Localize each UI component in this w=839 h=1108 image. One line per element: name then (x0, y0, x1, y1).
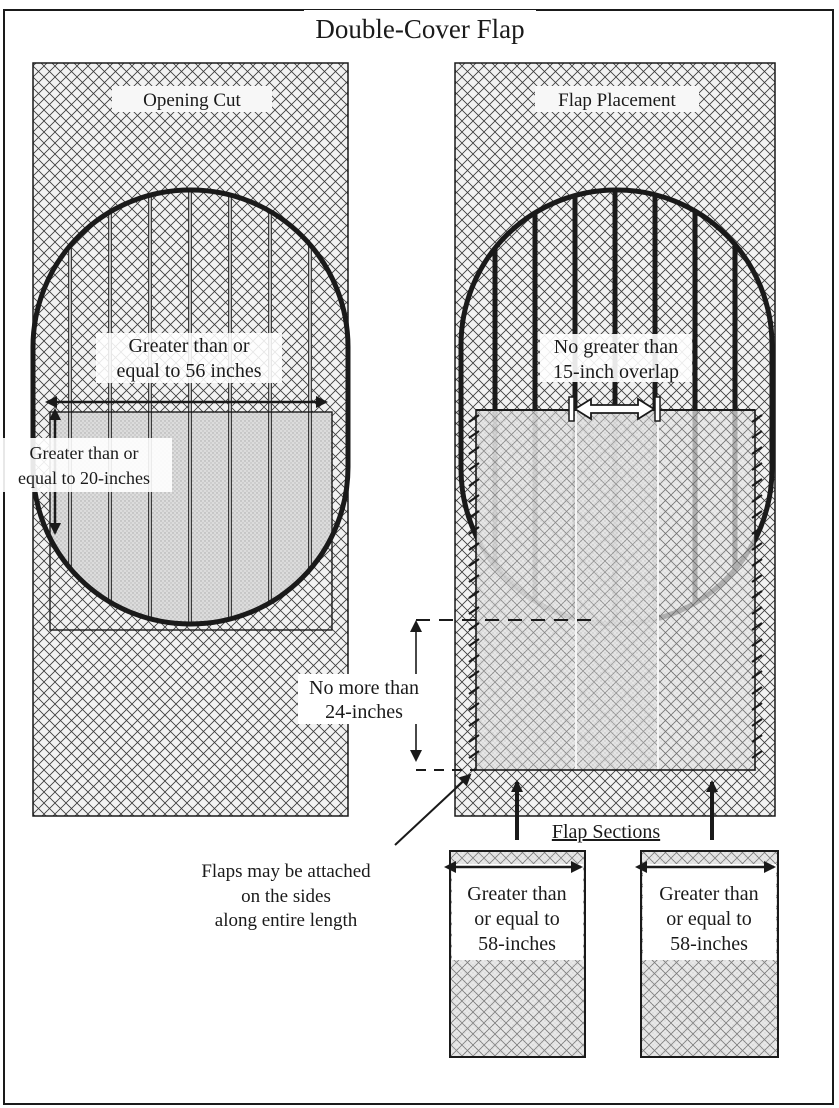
left-opening-outline (30, 187, 351, 627)
diagram-title: Double-Cover Flap (315, 14, 524, 44)
opening-cut-heading: Opening Cut (143, 90, 241, 111)
flap-mesh-overlay (476, 410, 755, 770)
left-heading-background (112, 86, 272, 112)
length-label-line2: 24-inches (325, 701, 403, 723)
attachment-note: Flaps may be attached on the sides along… (201, 773, 472, 931)
flap-section-1-label-line3: 58-inches (478, 933, 556, 955)
opening-height-label-line1: Greater than or (30, 443, 139, 463)
length-label-line1: No more than (309, 677, 419, 699)
flap-section-2: Greater than or equal to 58-inches (635, 850, 779, 1058)
overlap-label-line2: 15-inch overlap (553, 361, 679, 383)
overlap-label-background (540, 334, 692, 382)
flap-section-2-label-line1: Greater than (659, 883, 758, 905)
flap-placement-panel: Flap Placement (454, 62, 776, 817)
right-heading-background (535, 86, 699, 112)
flap-section-1-label-line1: Greater than (467, 883, 566, 905)
height-label-background (0, 438, 172, 492)
title-background (304, 10, 536, 50)
flap-placement-heading: Flap Placement (558, 90, 676, 111)
attach-note-line3: along entire length (215, 910, 358, 931)
left-side-stitches (468, 414, 480, 759)
opening-cut-panel: Opening Cut (0, 62, 351, 817)
opening-width-label-line1: Greater than or (128, 335, 249, 357)
flap-sections-label: Flap Sections (552, 821, 661, 843)
width-label-background (96, 333, 282, 383)
overlap-label-line1: No greater than (554, 336, 678, 358)
flap-section-1-label-line2: or equal to (474, 908, 560, 930)
attach-note-line1: Flaps may be attached (201, 861, 371, 882)
flap-section-2-label-line2: or equal to (666, 908, 752, 930)
right-side-stitches (751, 414, 763, 759)
opening-width-label-line2: equal to 56 inches (117, 360, 262, 382)
opening-height-label-line2: equal to 20-inches (18, 468, 150, 488)
overlap-arrow (568, 396, 661, 422)
length-label-background (298, 674, 430, 724)
flap-section-2-label-line3: 58-inches (670, 933, 748, 955)
flap-section-1: Greater than or equal to 58-inches (444, 850, 586, 1058)
flap-sections: Flap Sections Greater than or equal to 5… (444, 780, 779, 1058)
length-dimension: No more than 24-inches (298, 619, 600, 771)
attach-note-line2: on the sides (241, 886, 331, 907)
